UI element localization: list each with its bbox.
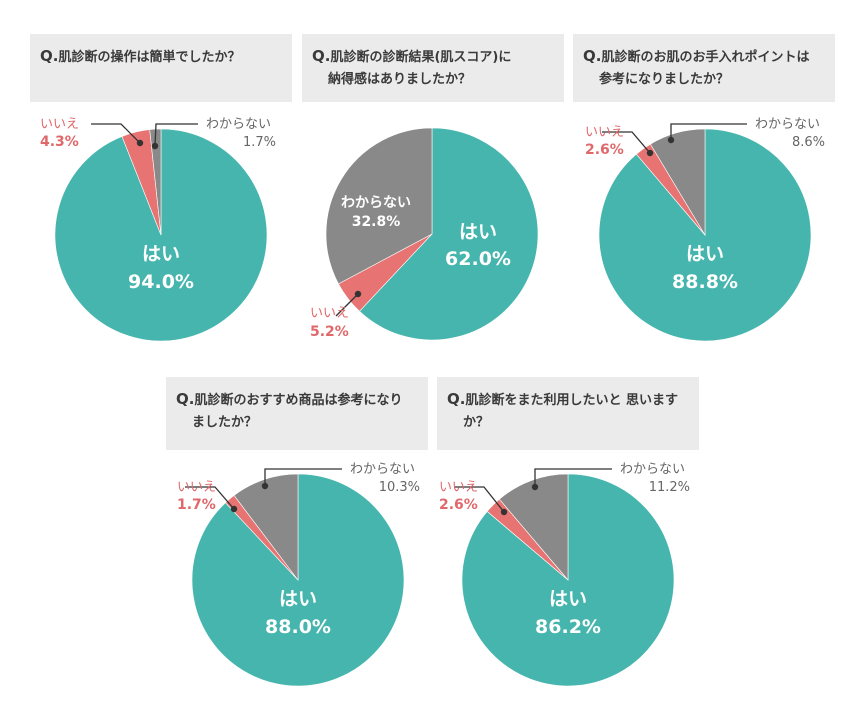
slice-label-unknown: わからない [341,195,411,211]
leader-dot-no [354,290,362,298]
slice-value-yes: 86.2% [535,616,601,638]
question-box: Q.肌診断のおすすめ商品は参考になり ましたか？ [166,377,428,450]
slice-label-yes: はい [686,243,724,265]
slice-label-unknown: わからない [620,462,685,477]
question-text: 肌診断のおすすめ商品は参考になり [194,393,403,408]
question-box: Q.肌診断のお肌のお手入れポイントは 参考になりましたか？ [573,34,835,102]
leader-line-unknown [264,468,342,486]
slice-label-yes: はい [279,588,317,610]
question-line: か？ [447,412,689,434]
leader-dot-unknown [261,482,269,490]
question-line: Q.肌診断をまた利用したいと 思います [447,388,689,412]
question-mark: Q. [583,47,602,65]
slice-value-yes: 94.0% [128,271,194,293]
question-line: 納得感はありましたか？ [312,69,554,91]
leader-line-no [91,123,141,144]
question-line: 参考になりましたか？ [583,69,825,91]
pie-slice-unknown [325,127,433,285]
leader-dot-unknown [531,483,539,491]
slice-label-no: いいえ [439,480,478,495]
slice-value-no: 2.6% [439,497,478,513]
slice-value-yes: 88.0% [265,616,331,638]
pie-slice-unknown [650,128,706,237]
question-text: 肌診断のお肌のお手入れポイントは [601,50,810,65]
question-line: Q.肌診断の操作は簡単でしたか？ [40,45,282,69]
leader-line-unknown [154,123,198,147]
slice-value-unknown: 1.7% [243,135,276,150]
question-mark: Q. [176,390,195,408]
slice-value-unknown: 11.2% [649,480,690,495]
slice-label-no: いいえ [40,117,79,132]
question-line: Q.肌診断の診断結果(肌スコア)に [312,45,554,69]
question-line: Q.肌診断のおすすめ商品は参考になり [176,388,418,412]
leader-dot-no [136,139,144,147]
slice-label-unknown: わからない [755,117,820,132]
leader-line-no [602,131,651,154]
leader-dot-unknown [151,142,159,150]
question-text: 参考になりましたか？ [599,72,730,87]
slice-value-yes: 88.8% [672,271,738,293]
question-box: Q.肌診断をまた利用したいと 思います か？ [437,377,699,450]
question-line: ましたか？ [176,412,418,434]
slice-value-no: 1.7% [177,497,216,513]
slice-label-yes: はい [459,221,497,243]
slice-label-no: いいえ [310,306,349,321]
leader-dot-no [646,149,654,157]
pie-slice-unknown [233,473,299,581]
question-mark: Q. [40,47,59,65]
slice-label-yes: はい [549,588,587,610]
pie-slice-yes [359,127,539,341]
leader-dot-no [500,508,508,516]
slice-value-no: 5.2% [310,324,349,340]
pie-slice-unknown [498,473,569,581]
question-text: ましたか？ [192,415,258,430]
slice-value-no: 4.3% [40,134,79,150]
slice-label-unknown: わからない [350,462,415,477]
leader-dot-no [230,505,238,513]
slice-value-unknown: 32.8% [352,214,401,230]
leader-dot-unknown [667,136,675,144]
slice-value-no: 2.6% [585,142,624,158]
leader-line-no [454,486,505,513]
slice-label-no: いいえ [585,125,624,140]
question-mark: Q. [447,390,466,408]
question-line: Q.肌診断のお肌のお手入れポイントは [583,45,825,69]
question-text: 肌診断の診断結果(肌スコア)に [330,50,512,65]
slice-value-unknown: 10.3% [379,480,420,495]
leader-line-no [335,293,359,317]
question-text: 納得感はありましたか？ [328,72,472,87]
question-box: Q.肌診断の診断結果(肌スコア)に 納得感はありましたか？ [302,34,564,102]
leader-line-unknown [670,123,747,140]
slice-label-yes: はい [142,243,180,265]
question-box: Q.肌診断の操作は簡単でしたか？ [30,34,292,102]
question-text: か？ [463,415,490,430]
leader-line-unknown [534,468,612,487]
leader-line-no [185,486,235,510]
question-text: 肌診断をまた利用したいと 思います [465,393,678,408]
question-text: 肌診断の操作は簡単でしたか？ [58,50,241,65]
slice-label-unknown: わからない [206,117,271,132]
question-mark: Q. [312,47,331,65]
slice-value-yes: 62.0% [445,248,511,270]
slice-value-unknown: 8.6% [792,135,825,150]
slice-label-no: いいえ [177,480,216,495]
